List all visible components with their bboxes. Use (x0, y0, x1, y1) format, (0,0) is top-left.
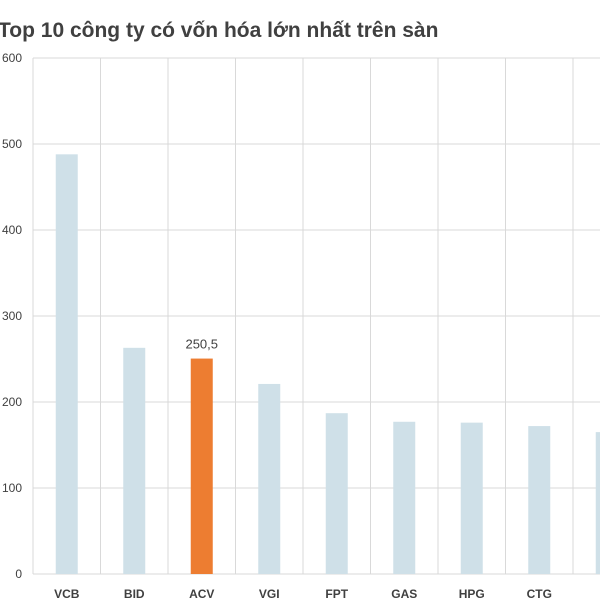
x-tick-label: FPT (325, 587, 348, 600)
y-tick-label: 500 (2, 137, 22, 151)
y-tick-label: 0 (15, 567, 22, 581)
y-tick-label: 100 (2, 481, 22, 495)
data-label: 250,5 (185, 337, 218, 352)
bar-vcb (55, 154, 78, 574)
y-axis: 0 100 200 300 400 500 600 (2, 51, 22, 581)
bar-fpt (325, 413, 348, 574)
data-labels: 250,5 (185, 337, 218, 352)
bar-acv (190, 358, 213, 574)
bar-bid (123, 347, 146, 574)
y-tick-label: 200 (2, 395, 22, 409)
bar-ctg (528, 426, 551, 574)
x-tick-label: ACV (189, 587, 214, 600)
chart-title: Top 10 công ty có vốn hóa lớn nhất trên … (0, 19, 438, 42)
bar-v (595, 432, 600, 574)
x-tick-label: HPG (459, 587, 485, 600)
y-tick-label: 600 (2, 51, 22, 65)
bar-hpg (460, 422, 483, 574)
gridlines (32, 57, 600, 575)
x-tick-label: GAS (391, 587, 417, 600)
x-tick-label: CTG (527, 587, 552, 600)
y-tick-label: 400 (2, 223, 22, 237)
x-axis: VCBBIDACVVGIFPTGASHPGCTGV (54, 587, 552, 600)
bar-gas (393, 421, 416, 574)
y-tick-label: 300 (2, 309, 22, 323)
x-tick-label: VGI (259, 587, 280, 600)
x-tick-label: BID (124, 587, 145, 600)
x-tick-label: VCB (54, 587, 80, 600)
bars (55, 154, 600, 574)
bar-vgi (258, 383, 281, 574)
